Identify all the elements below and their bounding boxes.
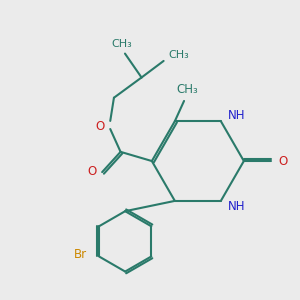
Text: CH₃: CH₃ (168, 50, 189, 60)
Text: CH₃: CH₃ (111, 39, 132, 50)
Text: Br: Br (74, 248, 87, 261)
Text: O: O (95, 120, 105, 133)
Text: NH: NH (228, 200, 245, 213)
Text: CH₃: CH₃ (177, 83, 199, 96)
Text: O: O (87, 165, 97, 178)
Text: O: O (278, 154, 287, 167)
Text: NH: NH (228, 109, 245, 122)
